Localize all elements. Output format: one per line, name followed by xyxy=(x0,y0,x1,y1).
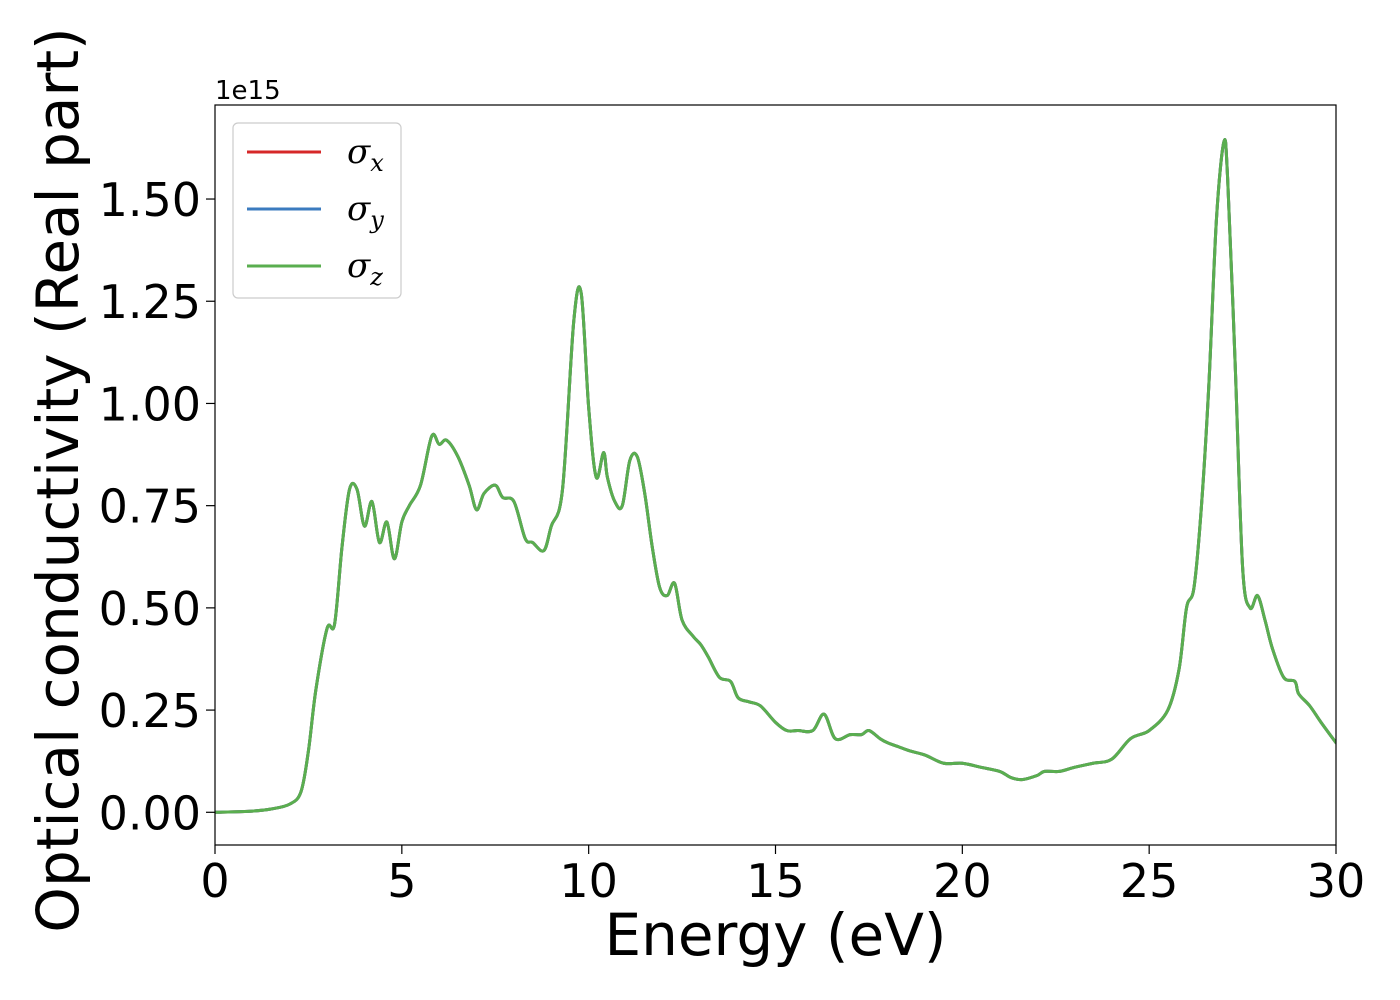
x-tick-label: 10 xyxy=(559,854,618,908)
y-tick-label: 1.50 xyxy=(99,173,201,227)
series-line-z xyxy=(215,137,1336,814)
legend-label-x: σx xyxy=(347,132,384,177)
series-layer xyxy=(215,137,1336,814)
ticks-layer: 0 5 10 15 20 25 30 0.00 0.25 0.50 0.75 1.00 1.25 1.50 xyxy=(99,173,1366,908)
y-tick-label: 0.00 xyxy=(99,786,201,840)
y-axis-label: Optical conductivity (Real part) xyxy=(24,27,92,932)
y-tick-label: 1.25 xyxy=(99,275,201,329)
x-tick-label: 25 xyxy=(1120,854,1179,908)
x-tick-label: 15 xyxy=(746,854,805,908)
x-axis-label: Energy (eV) xyxy=(604,901,946,969)
y-offset-label: 1e15 xyxy=(215,76,281,106)
x-tick-label: 0 xyxy=(200,854,229,908)
y-tick-label: 0.25 xyxy=(99,684,201,738)
y-tick-label: 0.75 xyxy=(99,480,201,534)
x-tick-label: 30 xyxy=(1307,854,1366,908)
legend-label-y: σy xyxy=(347,189,384,234)
x-tick-label: 5 xyxy=(387,854,416,908)
legend: σx σy σz xyxy=(232,122,402,299)
x-tick-label: 20 xyxy=(933,854,992,908)
y-tick-label: 1.00 xyxy=(99,377,201,431)
legend-label-z: σz xyxy=(347,246,383,291)
y-tick-label: 0.50 xyxy=(99,582,201,636)
